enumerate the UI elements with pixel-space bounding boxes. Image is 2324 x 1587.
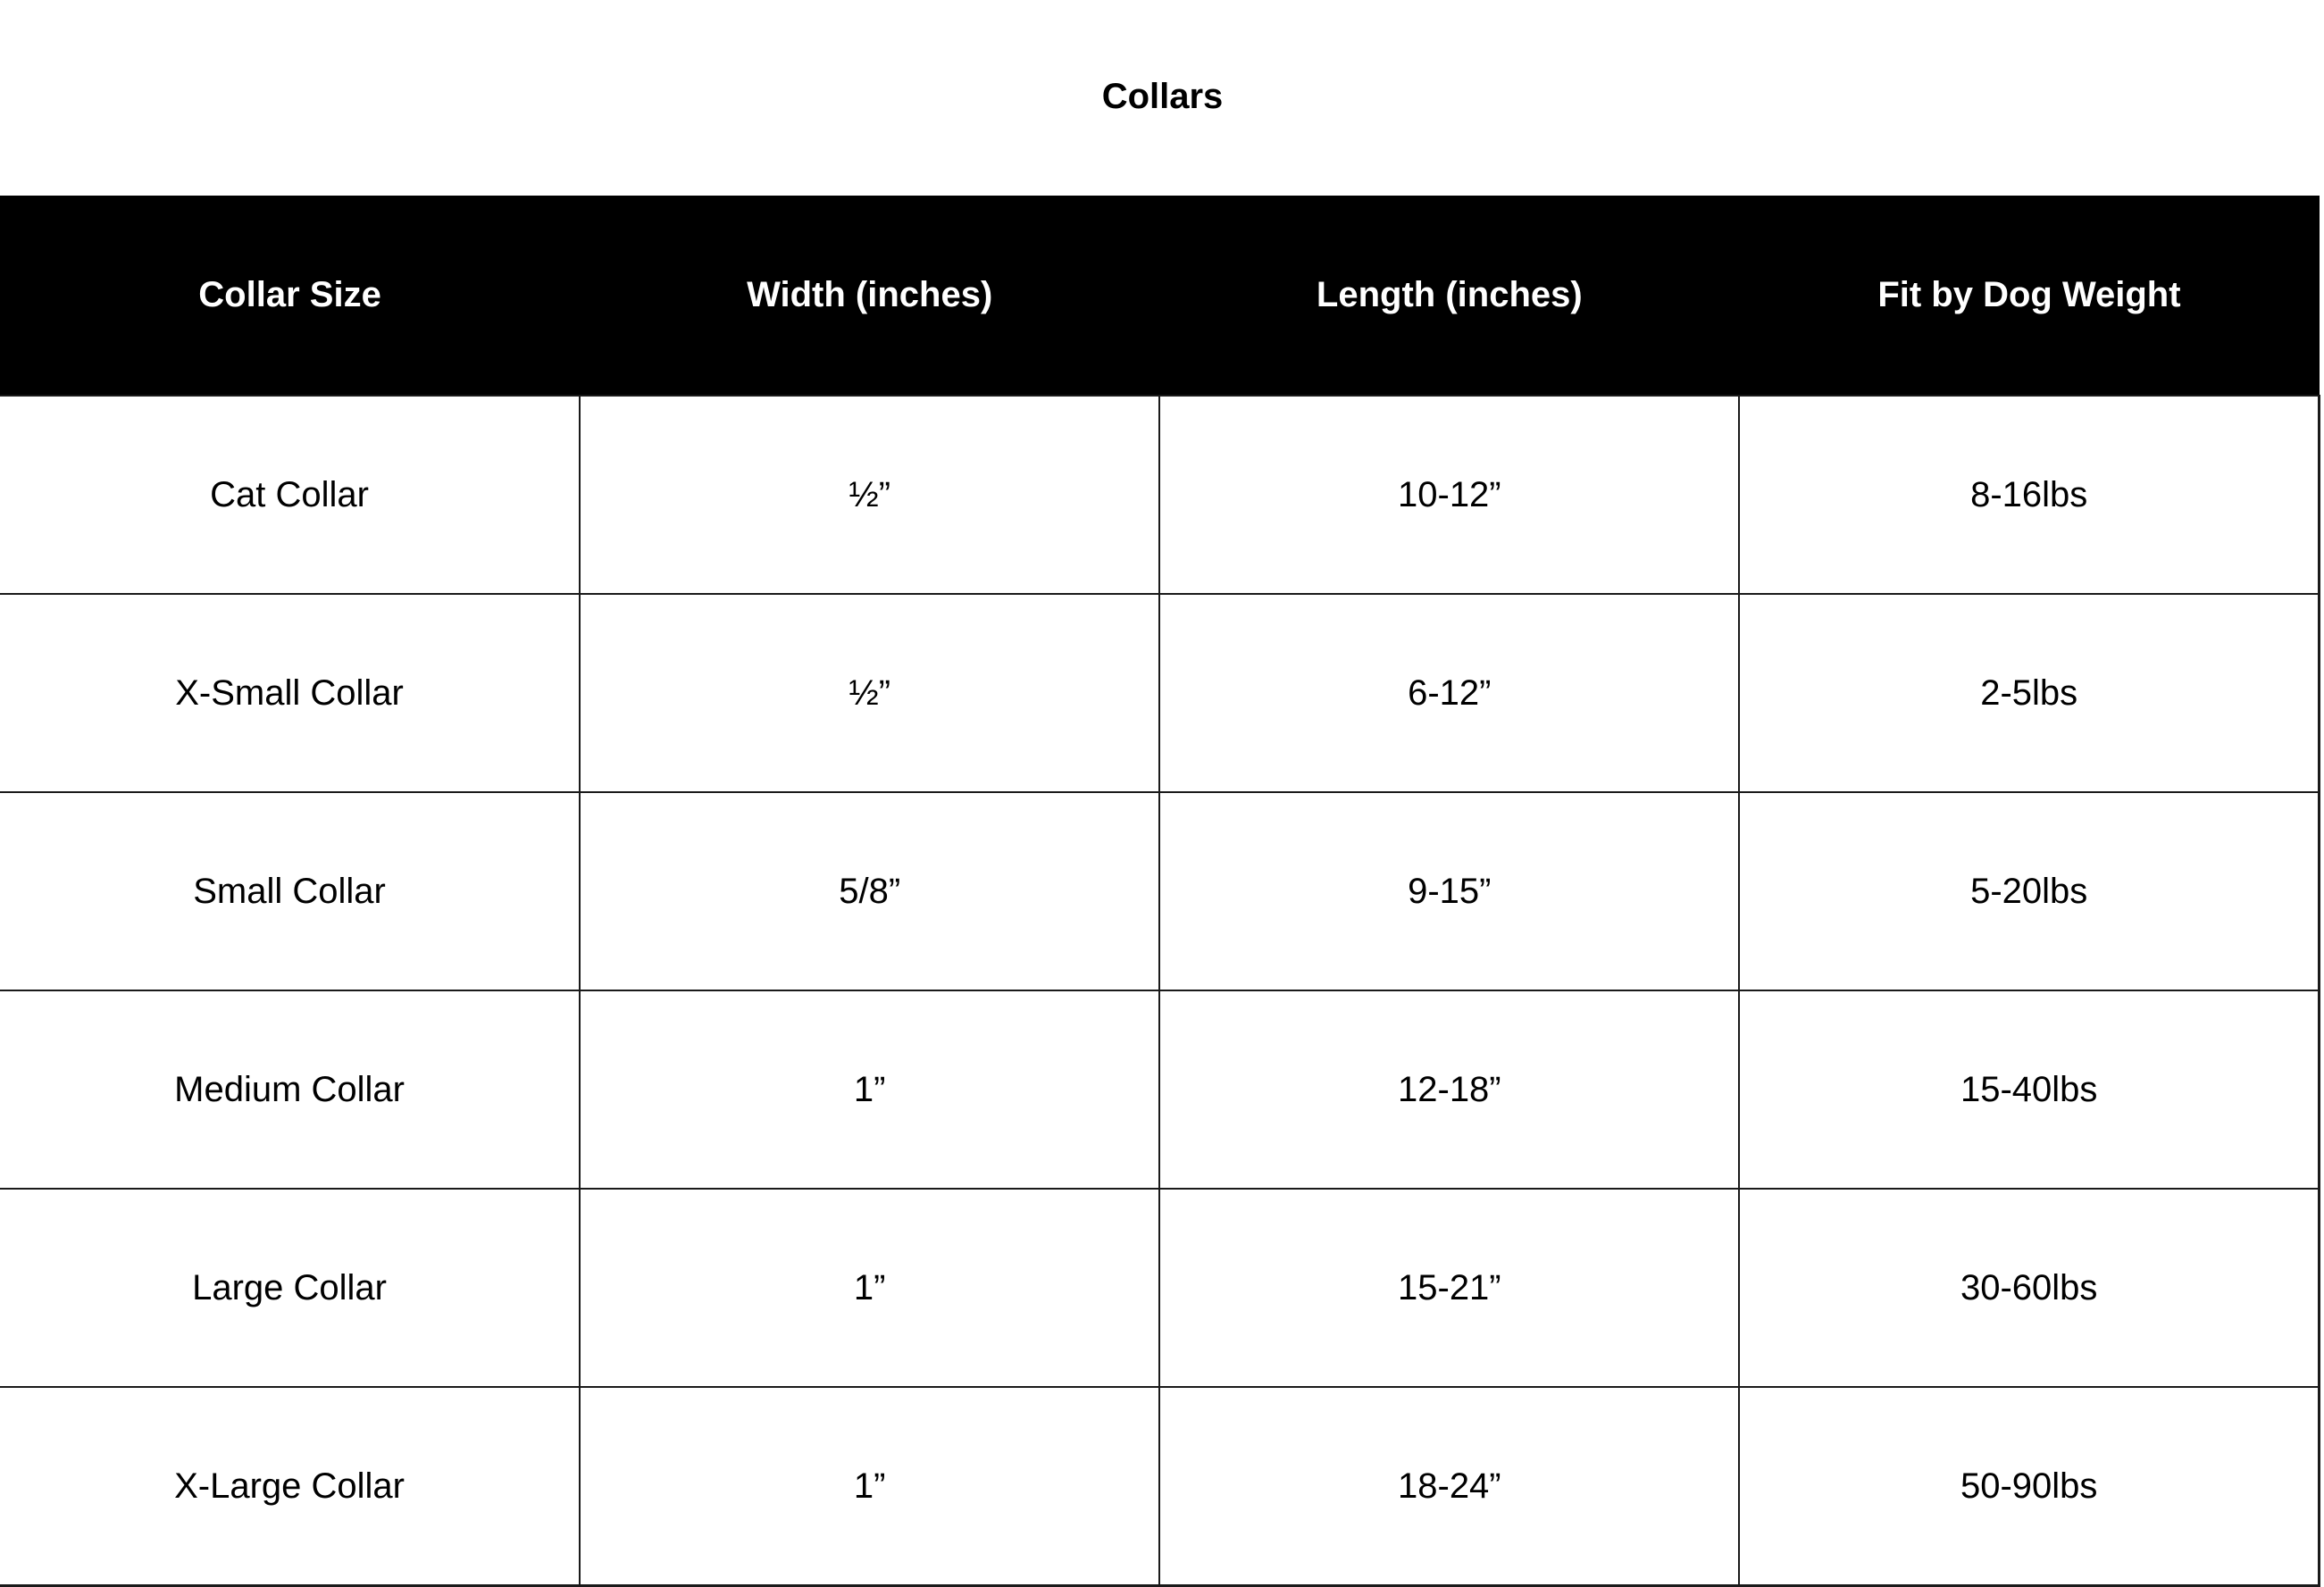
cell-collar-size: Small Collar — [0, 791, 581, 991]
header-width: Width (inches) — [580, 196, 1160, 396]
cell-width: 1” — [579, 1188, 1161, 1388]
cell-width: ½” — [579, 593, 1161, 793]
table-row: Medium Collar 1” 12-18” 15-40lbs — [0, 990, 2321, 1190]
cell-width: 5/8” — [579, 791, 1161, 991]
cell-fit-weight: 15-40lbs — [1738, 990, 2321, 1190]
cell-length: 10-12” — [1158, 395, 1741, 595]
cell-collar-size: Medium Collar — [0, 990, 581, 1190]
cell-length: 12-18” — [1158, 990, 1741, 1190]
table-row: X-Large Collar 1” 18-24” 50-90lbs — [0, 1386, 2321, 1587]
cell-fit-weight: 30-60lbs — [1738, 1188, 2321, 1388]
cell-length: 15-21” — [1158, 1188, 1741, 1388]
cell-width: 1” — [579, 1386, 1161, 1587]
table-title-text: Collars — [1101, 77, 1224, 116]
cell-fit-weight: 2-5lbs — [1738, 593, 2321, 793]
cell-fit-weight: 8-16lbs — [1738, 395, 2321, 595]
table-row: Cat Collar ½” 10-12” 8-16lbs — [0, 395, 2321, 595]
table-row: Large Collar 1” 15-21” 30-60lbs — [0, 1188, 2321, 1388]
table-title: Collars — [0, 0, 2324, 196]
collar-size-table: Collar Size Width (inches) Length (inche… — [0, 196, 2321, 1587]
cell-collar-size: Large Collar — [0, 1188, 581, 1388]
cell-collar-size: X-Large Collar — [0, 1386, 581, 1587]
cell-length: 9-15” — [1158, 791, 1741, 991]
header-length: Length (inches) — [1159, 196, 1740, 396]
cell-fit-weight: 50-90lbs — [1738, 1386, 2321, 1587]
cell-length: 18-24” — [1158, 1386, 1741, 1587]
header-collar-size: Collar Size — [0, 196, 581, 396]
header-fit-weight: Fit by Dog Weight — [1739, 196, 2320, 396]
table-row: Small Collar 5/8” 9-15” 5-20lbs — [0, 791, 2321, 991]
header-row: Collar Size Width (inches) Length (inche… — [0, 196, 2320, 396]
cell-fit-weight: 5-20lbs — [1738, 791, 2321, 991]
cell-collar-size: X-Small Collar — [0, 593, 581, 793]
cell-length: 6-12” — [1158, 593, 1741, 793]
table-row: X-Small Collar ½” 6-12” 2-5lbs — [0, 593, 2321, 793]
cell-width: ½” — [579, 395, 1161, 595]
cell-width: 1” — [579, 990, 1161, 1190]
cell-collar-size: Cat Collar — [0, 395, 581, 595]
